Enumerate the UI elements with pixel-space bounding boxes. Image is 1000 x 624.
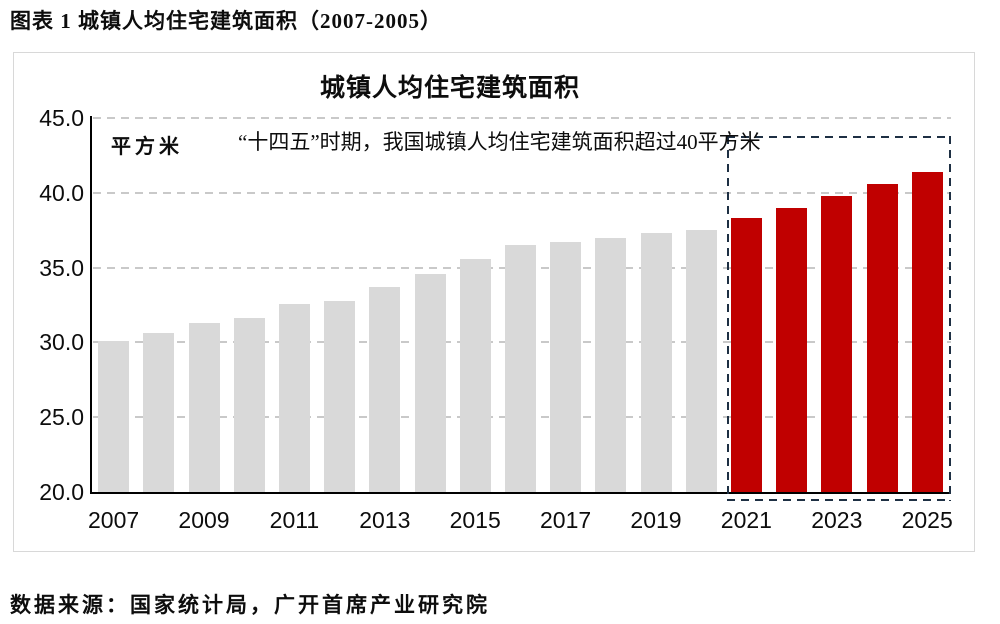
bar-2025 <box>911 171 943 492</box>
x-tick-label-2011: 2011 <box>269 507 320 533</box>
x-tick-label-2021: 2021 <box>720 507 772 533</box>
bar-2009 <box>188 322 220 492</box>
y-tick-label-45: 45.0 <box>39 105 84 131</box>
bar-2007 <box>98 340 130 492</box>
y-tick-label-30: 30.0 <box>39 329 84 356</box>
figure-caption: 图表 1 城镇人均住宅建筑面积（2007-2005） <box>10 9 442 33</box>
gridline-45 <box>93 117 951 119</box>
chart-title: 城镇人均住宅建筑面积 <box>319 75 580 102</box>
x-tick-label-2019: 2019 <box>630 507 682 533</box>
bar-2012 <box>324 300 356 492</box>
bar-2016 <box>504 245 536 492</box>
bar-2008 <box>143 333 175 492</box>
y-tick-label-25: 25.0 <box>39 404 84 431</box>
forecast-box-top <box>727 136 951 138</box>
forecast-box-left <box>727 136 729 501</box>
bar-2015 <box>459 258 491 492</box>
forecast-box-right <box>949 136 951 501</box>
bar-2011 <box>278 303 310 492</box>
bar-2013 <box>369 287 401 492</box>
bar-2018 <box>595 237 627 492</box>
bar-2020 <box>685 230 717 492</box>
bar-2024 <box>866 183 898 492</box>
bar-2022 <box>776 207 808 492</box>
y-tick-label-20: 20.0 <box>39 479 84 505</box>
bar-2014 <box>414 273 446 492</box>
bar-2019 <box>640 233 672 492</box>
bar-2010 <box>233 318 265 492</box>
y-axis-line <box>90 116 92 494</box>
forecast-box-bottom <box>727 499 951 501</box>
x-tick-label-2025: 2025 <box>901 507 953 533</box>
y-tick-label-35: 35.0 <box>39 254 84 281</box>
x-tick-label-2013: 2013 <box>359 507 411 533</box>
x-axis-line <box>90 492 951 494</box>
y-axis-unit-label: 平方米 <box>111 136 183 158</box>
x-tick-label-2017: 2017 <box>540 507 592 533</box>
bar-2023 <box>821 195 853 492</box>
x-tick-label-2023: 2023 <box>811 507 863 533</box>
x-tick-label-2015: 2015 <box>449 507 501 533</box>
y-tick-label-40: 40.0 <box>39 179 84 206</box>
bar-2021 <box>730 218 762 492</box>
x-tick-label-2009: 2009 <box>178 507 230 533</box>
bar-2017 <box>550 242 582 492</box>
data-source-note: 数据来源：国家统计局，广开首席产业研究院 <box>10 593 490 617</box>
gridline-40 <box>93 191 951 194</box>
chart-annotation: “十四五”时期，我国城镇人均住宅建筑面积超过40平方米 <box>238 130 761 154</box>
x-tick-label-2007: 2007 <box>88 507 140 533</box>
